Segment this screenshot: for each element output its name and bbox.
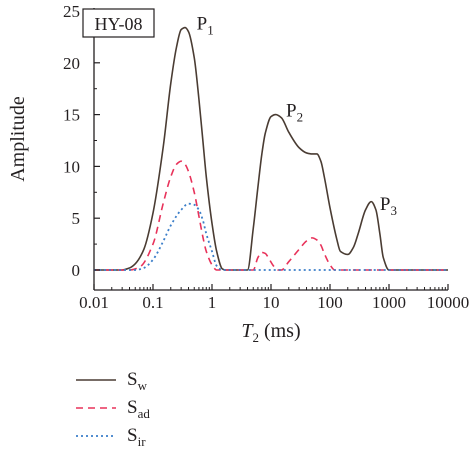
peak-label: P2 <box>286 101 303 125</box>
y-axis: 0 5 10 15 20 25 <box>63 2 100 280</box>
peak-label: P3 <box>380 194 397 218</box>
y-tick-label: 20 <box>63 54 80 73</box>
legend-label-ad: Sad <box>127 397 150 421</box>
series-line-ir <box>94 202 448 271</box>
x-tick-label: 1000 <box>372 293 406 312</box>
legend: Sw Sad Sir <box>76 369 150 449</box>
plot-area <box>93 8 448 291</box>
y-axis-title: Amplitude <box>7 96 29 182</box>
x-tick-label: 100 <box>317 293 343 312</box>
x-axis-title-subscript: 2 <box>252 330 259 345</box>
y-tick-label: 10 <box>63 157 80 176</box>
x-tick-label: 0.1 <box>142 293 163 312</box>
panel-label-box <box>82 8 155 38</box>
y-tick-label: 5 <box>72 209 81 228</box>
x-axis-title-unit: (ms) <box>259 320 301 342</box>
x-tick-label: 0.01 <box>79 293 109 312</box>
x-axis-title: T2 (ms) <box>241 320 300 345</box>
y-tick-label: 0 <box>72 261 81 280</box>
peak-annotations: P1 P2 P3 <box>197 14 397 218</box>
x-tick-label: 10 <box>263 293 280 312</box>
y-tick-label: 25 <box>63 2 80 21</box>
x-tick-label: 1 <box>208 293 217 312</box>
panel-label: HY-08 <box>95 14 143 34</box>
series-line-w <box>94 26 448 271</box>
legend-label-w: Sw <box>127 369 148 393</box>
y-tick-label: 15 <box>63 106 80 125</box>
legend-label-ir: Sir <box>127 425 146 449</box>
x-axis-title-symbol: T <box>241 320 254 342</box>
peak-label: P1 <box>197 14 214 38</box>
series-lines <box>94 26 448 271</box>
x-tick-label: 10000 <box>427 293 470 312</box>
series-line-ad <box>94 160 448 271</box>
x-axis: 0.01 0.1 1 10 100 1000 10000 <box>79 284 469 312</box>
